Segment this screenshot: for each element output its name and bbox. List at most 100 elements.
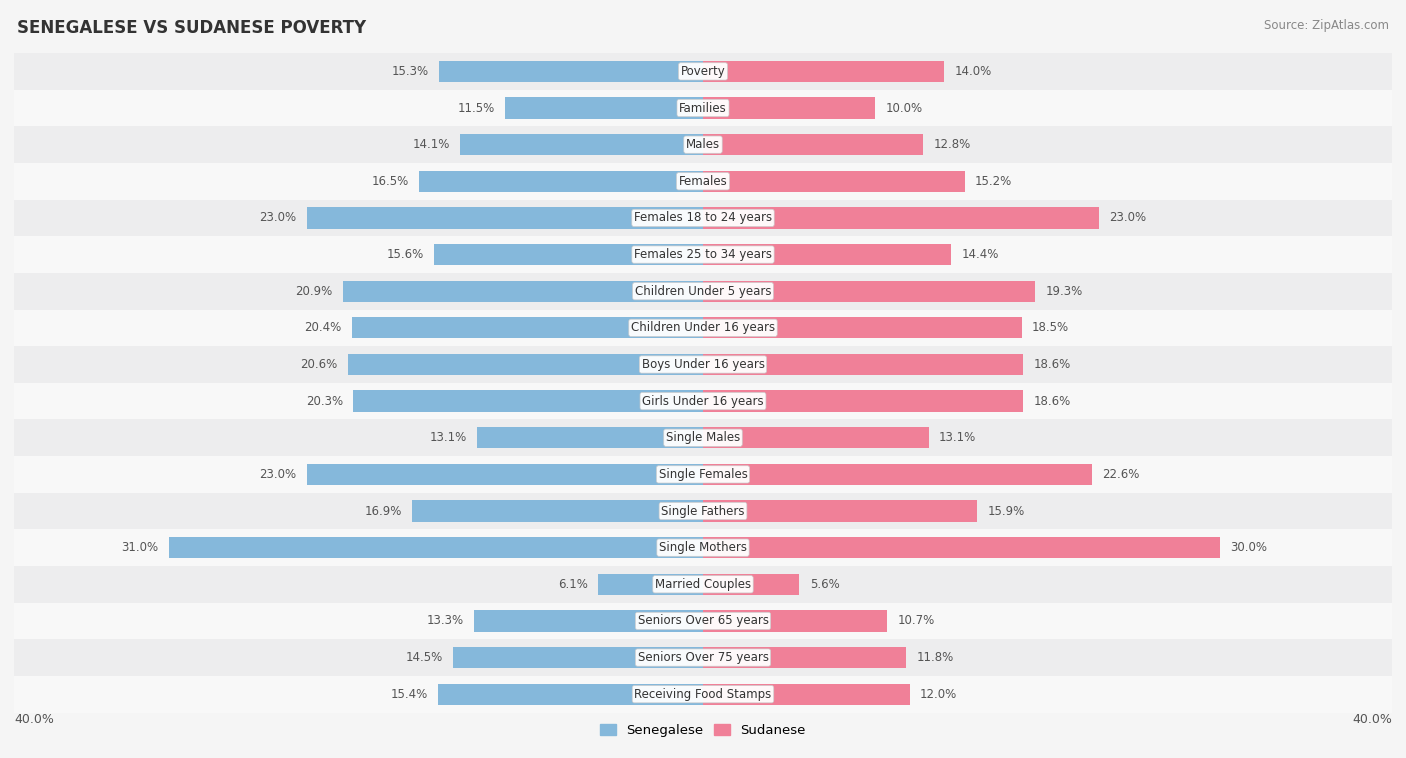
Bar [14,127,1392,163]
Text: Children Under 5 years: Children Under 5 years [634,285,772,298]
Text: Females 18 to 24 years: Females 18 to 24 years [634,211,772,224]
Text: 31.0%: 31.0% [121,541,159,554]
Bar [14,419,1392,456]
Bar [703,61,945,82]
Bar [703,500,977,522]
Bar [419,171,703,192]
Text: 30.0%: 30.0% [1230,541,1267,554]
Text: 18.6%: 18.6% [1033,358,1071,371]
Text: 12.8%: 12.8% [934,138,972,151]
Bar [703,317,1022,339]
Text: Females 25 to 34 years: Females 25 to 34 years [634,248,772,261]
Bar [14,603,1392,639]
Bar [14,53,1392,89]
Text: 15.6%: 15.6% [387,248,425,261]
Text: 15.3%: 15.3% [392,65,429,78]
Bar [703,574,800,595]
Bar [14,309,1392,346]
Text: 19.3%: 19.3% [1046,285,1083,298]
Bar [505,97,703,119]
Text: Single Fathers: Single Fathers [661,505,745,518]
Text: 15.4%: 15.4% [391,688,427,700]
Text: 22.6%: 22.6% [1102,468,1140,481]
Bar [703,171,965,192]
Text: Females: Females [679,175,727,188]
Bar [14,493,1392,529]
Bar [474,610,703,631]
Bar [14,346,1392,383]
Bar [440,61,703,82]
Text: 20.9%: 20.9% [295,285,333,298]
Text: 11.5%: 11.5% [457,102,495,114]
Text: Girls Under 16 years: Girls Under 16 years [643,395,763,408]
Text: 40.0%: 40.0% [14,713,53,725]
Text: 12.0%: 12.0% [920,688,957,700]
Legend: Senegalese, Sudanese: Senegalese, Sudanese [595,719,811,742]
Text: Receiving Food Stamps: Receiving Food Stamps [634,688,772,700]
Bar [437,684,703,705]
Text: 20.3%: 20.3% [307,395,343,408]
Bar [307,464,703,485]
Bar [14,456,1392,493]
Bar [353,390,703,412]
Bar [14,89,1392,127]
Bar [14,639,1392,676]
Bar [703,464,1092,485]
Text: 14.5%: 14.5% [406,651,443,664]
Bar [434,244,703,265]
Text: Poverty: Poverty [681,65,725,78]
Bar [169,537,703,559]
Bar [703,647,907,669]
Bar [307,207,703,229]
Bar [343,280,703,302]
Bar [598,574,703,595]
Text: 13.1%: 13.1% [430,431,467,444]
Bar [703,207,1099,229]
Bar [352,317,703,339]
Text: Children Under 16 years: Children Under 16 years [631,321,775,334]
Bar [14,566,1392,603]
Text: 23.0%: 23.0% [259,468,297,481]
Text: 18.6%: 18.6% [1033,395,1071,408]
Bar [14,163,1392,199]
Text: 16.9%: 16.9% [364,505,402,518]
Text: 20.6%: 20.6% [301,358,337,371]
Text: 20.4%: 20.4% [304,321,342,334]
Text: Married Couples: Married Couples [655,578,751,590]
Bar [703,134,924,155]
Text: 14.4%: 14.4% [962,248,998,261]
Bar [478,427,703,449]
Bar [703,427,928,449]
Text: 16.5%: 16.5% [371,175,409,188]
Bar [703,537,1219,559]
Text: 23.0%: 23.0% [259,211,297,224]
Bar [14,676,1392,713]
Text: 15.2%: 15.2% [976,175,1012,188]
Text: Boys Under 16 years: Boys Under 16 years [641,358,765,371]
Text: Families: Families [679,102,727,114]
Bar [412,500,703,522]
Text: 5.6%: 5.6% [810,578,839,590]
Bar [703,354,1024,375]
Bar [703,610,887,631]
Bar [703,97,875,119]
Text: 14.1%: 14.1% [412,138,450,151]
Bar [703,280,1035,302]
Text: 23.0%: 23.0% [1109,211,1147,224]
Text: Seniors Over 75 years: Seniors Over 75 years [637,651,769,664]
Bar [14,383,1392,419]
Text: Seniors Over 65 years: Seniors Over 65 years [637,615,769,628]
Text: 14.0%: 14.0% [955,65,991,78]
Text: 11.8%: 11.8% [917,651,953,664]
Text: 15.9%: 15.9% [987,505,1025,518]
Text: Single Females: Single Females [658,468,748,481]
Bar [703,684,910,705]
Text: 13.1%: 13.1% [939,431,976,444]
Text: 18.5%: 18.5% [1032,321,1069,334]
Text: Males: Males [686,138,720,151]
Bar [14,529,1392,566]
Text: SENEGALESE VS SUDANESE POVERTY: SENEGALESE VS SUDANESE POVERTY [17,19,366,37]
Text: Single Males: Single Males [666,431,740,444]
Bar [460,134,703,155]
Text: 13.3%: 13.3% [426,615,464,628]
